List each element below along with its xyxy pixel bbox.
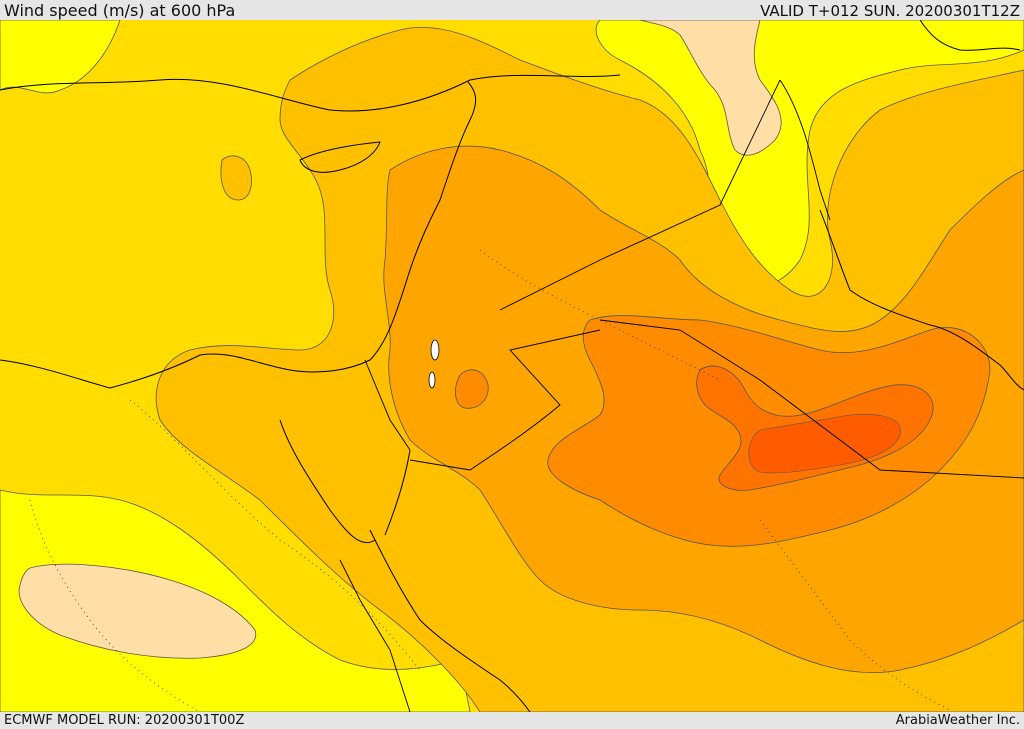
isoline-4	[29, 499, 201, 712]
coastline-gulf-aqaba	[384, 449, 411, 536]
border-egypt-sudan	[339, 559, 411, 712]
wind-zone-amber-pocket	[220, 155, 252, 201]
wind-zone-red-orange	[748, 414, 901, 474]
border-iraq-iran	[779, 79, 831, 221]
wind-speed-map-svg	[0, 20, 1024, 712]
weather-map[interactable]	[0, 20, 1024, 712]
map-header: Wind speed (m/s) at 600 hPa VALID T+012 …	[0, 0, 1024, 20]
wind-zone-orange-small	[455, 369, 489, 409]
coastline-mediterranean	[0, 81, 477, 389]
border-jordan-saudi	[409, 329, 601, 471]
wind-zone-yellow-north	[595, 20, 1024, 289]
valid-time-label: VALID T+012 SUN. 20200301T12Z	[760, 2, 1020, 20]
lake-sea-of-galilee	[430, 339, 440, 361]
map-footer: ECMWF MODEL RUN: 20200301T00Z ArabiaWeat…	[0, 712, 1024, 729]
coastline-gulf-suez	[279, 419, 376, 544]
isoline-1	[129, 399, 421, 671]
coastline-persian-gulf	[819, 209, 1024, 391]
wind-zone-cream-north	[639, 20, 782, 156]
coastline-caspian	[919, 20, 1021, 51]
lake-dead-sea	[428, 371, 436, 389]
coastline-turkey	[0, 74, 621, 112]
border-syria-iraq	[499, 79, 781, 311]
wind-zone-cream-southwest	[18, 563, 257, 659]
border-iraq-saudi	[599, 319, 1024, 479]
model-run-label: ECMWF MODEL RUN: 20200301T00Z	[4, 713, 245, 728]
map-title: Wind speed (m/s) at 600 hPa	[4, 1, 236, 20]
coastline-red-sea	[369, 529, 531, 712]
coastline-cyprus	[299, 141, 381, 173]
credit-label: ArabiaWeather Inc.	[895, 713, 1020, 728]
wind-zone-yellow-southwest	[0, 489, 471, 712]
border-egypt-israel	[364, 359, 411, 451]
